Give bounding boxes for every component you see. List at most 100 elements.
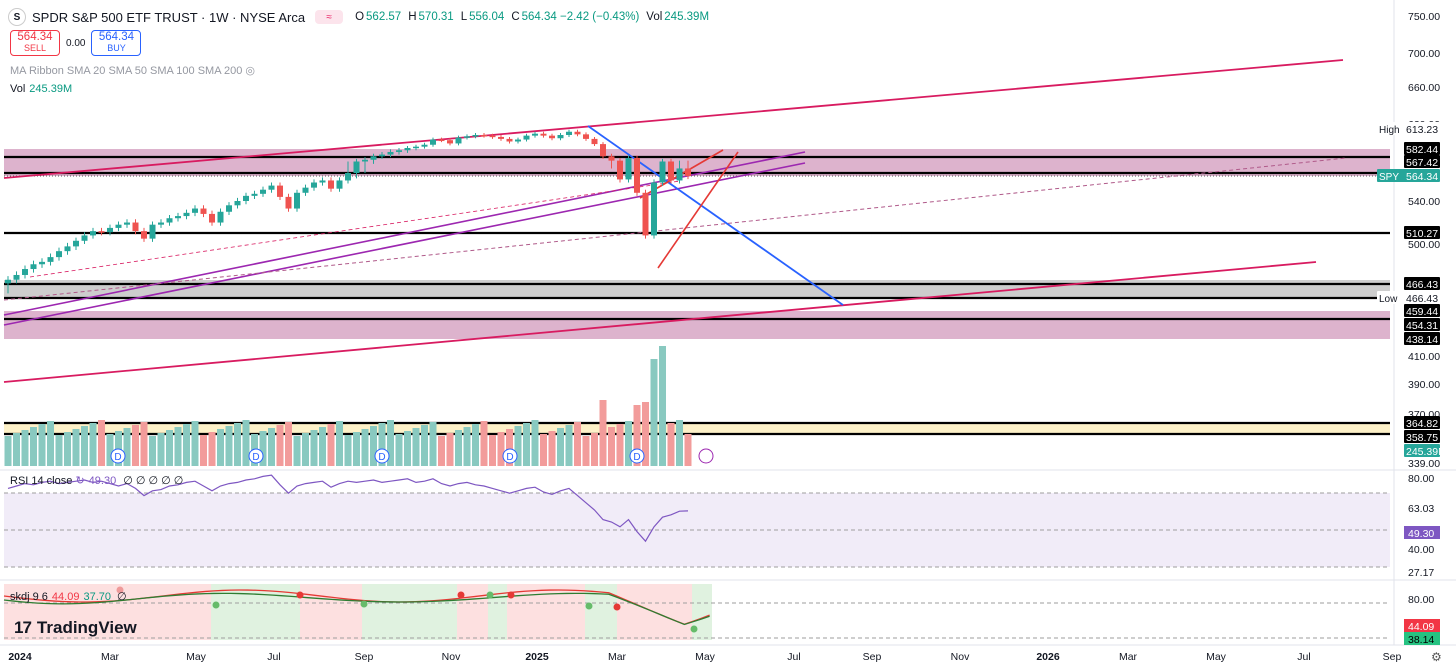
high-label-bg — [1377, 122, 1440, 135]
skdj-legend[interactable]: skdj 9 6 44.09 37.70 ∅ — [10, 590, 127, 603]
volume-value: 245.39M — [29, 83, 73, 95]
symbol-logo-icon[interactable]: S — [8, 8, 26, 26]
candle — [30, 264, 37, 270]
volume-bar — [421, 425, 428, 466]
volume-bar — [98, 420, 105, 466]
tradingview-logo[interactable]: 17 TradingView — [14, 618, 137, 638]
candle — [625, 158, 632, 180]
time-tick: Jul — [1297, 651, 1310, 663]
volume-bar — [47, 421, 54, 466]
volume-bar — [259, 431, 267, 466]
ohlc-vol-key: Vol — [646, 11, 663, 23]
level-label: 466.43 — [1406, 279, 1438, 291]
candle — [447, 140, 453, 144]
skdj-band — [4, 584, 120, 640]
volume-bar — [395, 434, 403, 466]
volume-bar — [531, 420, 539, 466]
ohlc-open: 562.57 — [366, 11, 402, 23]
sell-button[interactable]: 564.34 SELL — [10, 30, 60, 56]
rsi-axis-label-bg — [1404, 542, 1440, 555]
channel-top-line — [3, 59, 1344, 179]
time-tick: Mar — [101, 651, 120, 663]
skdj-cross-dot — [116, 586, 124, 594]
candle — [81, 235, 88, 241]
level-label: 582.44 — [1406, 144, 1438, 156]
time-tick: May — [695, 651, 716, 663]
candle — [64, 246, 71, 252]
candle — [489, 135, 496, 138]
candle — [39, 261, 45, 265]
time-tick: May — [186, 651, 207, 663]
time-tick: Sep — [863, 651, 882, 663]
spy-last-price-label: 564.34 — [1406, 171, 1438, 183]
skdj-cross-dot — [360, 600, 368, 608]
candle — [523, 135, 530, 140]
gear-icon[interactable]: ⚙ — [1431, 650, 1442, 664]
ma-ribbon-legend[interactable]: MA Ribbon SMA 20 SMA 50 SMA 100 SMA 200 … — [10, 64, 255, 77]
red-wedge-line-1 — [657, 151, 739, 269]
skdj-cross-dot — [457, 591, 465, 599]
low-label: 466.43 — [1406, 293, 1438, 305]
candle — [472, 134, 479, 137]
volume-bar — [548, 431, 556, 466]
candle — [396, 150, 402, 152]
volume-bar — [302, 433, 309, 466]
eye-hidden-icon[interactable]: ◎ — [245, 65, 256, 77]
ohlc-high-key: H — [408, 11, 417, 23]
volume-bar — [72, 429, 80, 466]
buy-price: 564.34 — [98, 31, 135, 43]
ma-ribbon-label: MA Ribbon SMA 20 SMA 50 SMA 100 SMA 200 — [10, 65, 243, 77]
candle — [294, 192, 300, 209]
ohlc-readout: O 562.57 H 570.31 L 556.04 C 564.34 −2.42 (−… — [355, 11, 714, 23]
dividend-marker — [248, 448, 264, 464]
time-tick: Sep — [1383, 651, 1402, 663]
rsi-legend[interactable]: RSI 14 close ↻ 49.30 ∅ ∅ ∅ ∅ ∅ — [10, 474, 183, 487]
symbol-title[interactable]: SPDR S&P 500 ETF TRUST · 1W · NYSE Arca — [32, 9, 306, 25]
volume-bar — [667, 423, 675, 466]
price-tick: 500.00 — [1408, 239, 1440, 251]
volume-bar — [115, 431, 122, 466]
candle — [353, 161, 360, 173]
trade-panel: 564.34 SELL 0.00 564.34 BUY — [10, 30, 142, 56]
volume-bar — [557, 428, 564, 466]
volume-bar — [642, 402, 649, 466]
candle — [574, 131, 581, 135]
rsi-axis-label: 63.03 — [1408, 503, 1434, 515]
volume-bar — [523, 423, 530, 466]
rsi-sync-icon[interactable]: ↻ — [75, 475, 85, 487]
rsi-label: RSI 14 close — [10, 475, 73, 487]
compare-icon[interactable]: ≈ — [315, 10, 344, 24]
time-tick: 2026 — [1036, 651, 1060, 663]
volume-bar — [446, 433, 454, 466]
level-label: 567.42 — [1406, 157, 1438, 169]
candle — [277, 185, 283, 197]
candle — [438, 139, 445, 142]
dividend-label: D — [506, 452, 513, 463]
candle — [455, 137, 462, 144]
volume-bar — [285, 422, 292, 466]
volume-bar — [174, 427, 182, 466]
level-label: 364.82 — [1406, 418, 1438, 430]
candle — [47, 257, 54, 262]
volume-bar — [55, 435, 63, 466]
rsi-line — [7, 474, 689, 543]
time-tick: Sep — [355, 651, 374, 663]
skdj-band — [362, 584, 457, 640]
buy-button[interactable]: 564.34 BUY — [91, 30, 142, 56]
volume-bar — [123, 428, 131, 466]
volume-bar — [353, 432, 360, 466]
dividend-marker — [629, 448, 645, 464]
volume-legend[interactable]: Vol 245.39M — [10, 83, 72, 95]
volume-bar — [81, 426, 88, 466]
time-tick: 2025 — [525, 651, 549, 663]
volume-bar — [38, 424, 46, 466]
candle — [600, 144, 606, 157]
earnings-marker-icon — [698, 448, 714, 464]
skdj-band — [300, 584, 362, 640]
skdj-cross-dot — [690, 625, 698, 633]
skdj-cross-dot — [212, 601, 220, 609]
volume-bar — [616, 424, 624, 466]
volume-bar — [361, 429, 369, 466]
